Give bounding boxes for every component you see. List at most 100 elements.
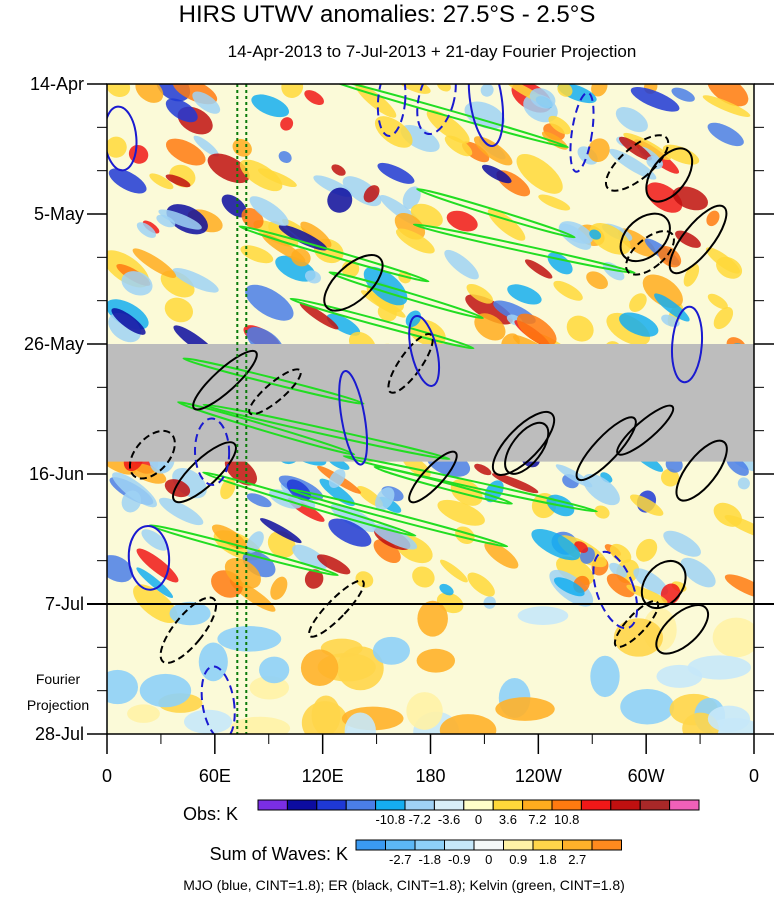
anomaly-blob [107,84,131,97]
y-axis: 14-Apr 5-May 26-May 16-Jun 7-Jul 28-Jul [24,74,774,744]
kelvin-contour [328,271,484,320]
er-contour [575,416,637,482]
er-contour [655,604,710,655]
obs-colorbar-cell [433,799,465,811]
obs-colorbar-label: -10.8 [375,812,405,827]
anomaly-blob [671,87,695,102]
projection-blob [495,697,555,721]
anomaly-blob [192,91,221,114]
anomaly-blob [626,584,668,604]
anomaly-blob [713,502,742,527]
anomaly-blob [516,313,557,346]
anomaly-blob [663,530,701,557]
anomaly-blob [402,186,421,209]
anomaly-blob [281,84,304,98]
anomaly-blob [165,174,191,188]
waves-colorbar-label: 0.9 [509,852,527,867]
anomaly-blob [165,98,198,123]
projection-blob [687,655,752,680]
anomaly-blob [606,573,635,598]
anomaly-blob [707,122,744,147]
anomaly-blob [553,280,583,301]
anomaly-blob [130,463,167,484]
reference-longitude-lines [236,84,248,734]
kelvin-contour [373,465,513,505]
waves-legend-label: Sum of Waves: K [210,844,348,864]
anomaly-blob [251,94,290,118]
anomaly-blob [707,84,749,107]
waves-colorbar-cell [473,839,504,851]
anomaly-blob [587,138,610,163]
anomaly-blob [224,456,258,486]
anomaly-blob [317,554,351,575]
obs-legend-label: Obs: K [183,804,238,824]
anomaly-blob [481,164,512,184]
anomaly-blob [589,229,602,240]
anomaly-blob [327,187,353,213]
projection-blob [406,692,443,730]
anomaly-blob [630,494,664,516]
mjo-contour [200,665,236,734]
projection-blob [198,642,228,682]
mjo-contour [670,305,704,384]
kelvin-contour [289,488,509,548]
er-contour [613,600,660,648]
anomaly-blob [618,136,652,161]
anomaly-blob [377,304,397,322]
anomaly-blob [374,116,413,148]
projection-blob [259,656,290,684]
anomaly-blob [240,245,274,264]
obs-colorbar-cell [610,799,641,811]
mjo-contour [569,91,595,173]
anomaly-blob [132,248,177,278]
wave-contours [107,84,728,734]
obs-colorbar-label: 10.8 [554,812,579,827]
obs-colorbar-cell [580,799,612,811]
mjo-contour [127,525,171,591]
anomaly-blob [594,505,610,519]
anomaly-blob [207,153,250,184]
anomaly-blob [516,153,563,194]
obs-colorbar-label: 0 [475,812,482,827]
kelvin-contour [182,357,365,405]
anomaly-blob [245,284,294,321]
anomaly-blob [465,294,513,325]
waves-colorbar-cell [532,839,563,851]
anomaly-blob [396,84,431,94]
y-tick-label: 16-Jun [29,464,84,484]
er-contour [159,596,218,664]
anomaly-blob [246,531,264,553]
kelvin-contour [412,223,636,274]
anomaly-blob [675,230,701,248]
er-contour [128,429,176,480]
anomaly-blob [446,210,478,232]
anomaly-blob [156,214,176,228]
kelvin-contour [342,454,598,513]
waves-colorbar-cell [591,839,622,851]
waves-colorbar-label: -2.7 [389,852,411,867]
er-contour [504,421,550,475]
anomaly-blob [221,194,247,218]
anomaly-blob [706,210,720,227]
anomaly-blob [672,186,709,211]
waves-colorbar: -2.7 -1.8 -0.9 0 0.9 1.8 2.7 [355,839,622,867]
anomaly-blob [566,315,594,342]
anomaly-blob [474,463,492,476]
anomaly-blob [524,259,553,279]
anomaly-blob [373,539,401,564]
waves-colorbar-label: -1.8 [419,852,441,867]
anomaly-blob [260,518,302,544]
er-contour [619,212,671,263]
er-contour [192,349,258,411]
anomaly-blob [158,497,204,526]
anomaly-blob [377,162,415,184]
chart-subtitle: 14-Apr-2013 to 7-Jul-2013 + 21-day Fouri… [228,42,637,61]
projection-blob [712,617,754,658]
anomaly-blob [292,544,328,570]
x-tick-label: 120W [515,766,562,786]
mjo-contour [408,315,441,387]
anomaly-blob [278,224,328,251]
anomaly-blob [529,88,556,109]
anomaly-blob [553,577,585,597]
anomaly-blob [372,524,418,550]
